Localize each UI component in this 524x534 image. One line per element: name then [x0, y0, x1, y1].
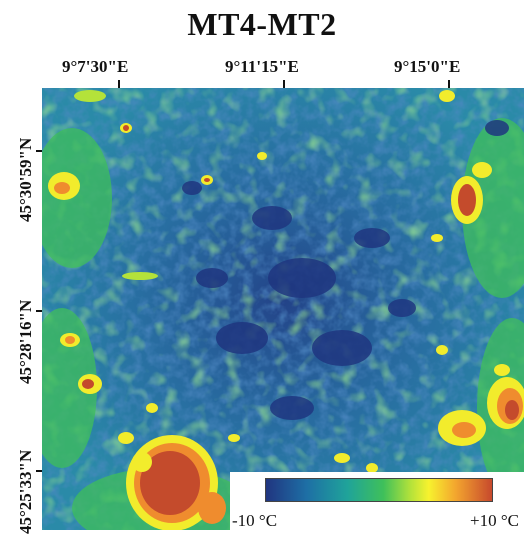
longitude-label-1: 9°7'30"E [62, 57, 129, 76]
map-title: MT4-MT2 [187, 6, 337, 42]
longitude-tick-1 [118, 80, 120, 88]
latitude-label-1: 45°30'59"N [16, 137, 35, 222]
latitude-tick-2 [36, 310, 42, 312]
longitude-tick-3 [448, 80, 450, 88]
map-warm-texture [42, 88, 524, 530]
longitude-tick-2 [283, 80, 285, 88]
longitude-label-3: 9°15'0"E [394, 57, 461, 76]
latitude-label-2: 45°28'16"N [16, 299, 35, 384]
legend-min-label: -10 °C [232, 511, 278, 530]
hot-spots [48, 90, 524, 530]
longitude-label-2: 9°11'15"E [225, 57, 299, 76]
cold-patches [182, 120, 509, 420]
legend-max-label: +10 °C [470, 511, 519, 530]
temperature-difference-map[interactable] [42, 88, 524, 530]
latitude-label-3: 45°25'33"N [16, 449, 35, 534]
latitude-tick-3 [36, 470, 42, 472]
latitude-tick-1 [36, 150, 42, 152]
heatmap-raster [42, 88, 524, 530]
colorbar [265, 478, 493, 502]
